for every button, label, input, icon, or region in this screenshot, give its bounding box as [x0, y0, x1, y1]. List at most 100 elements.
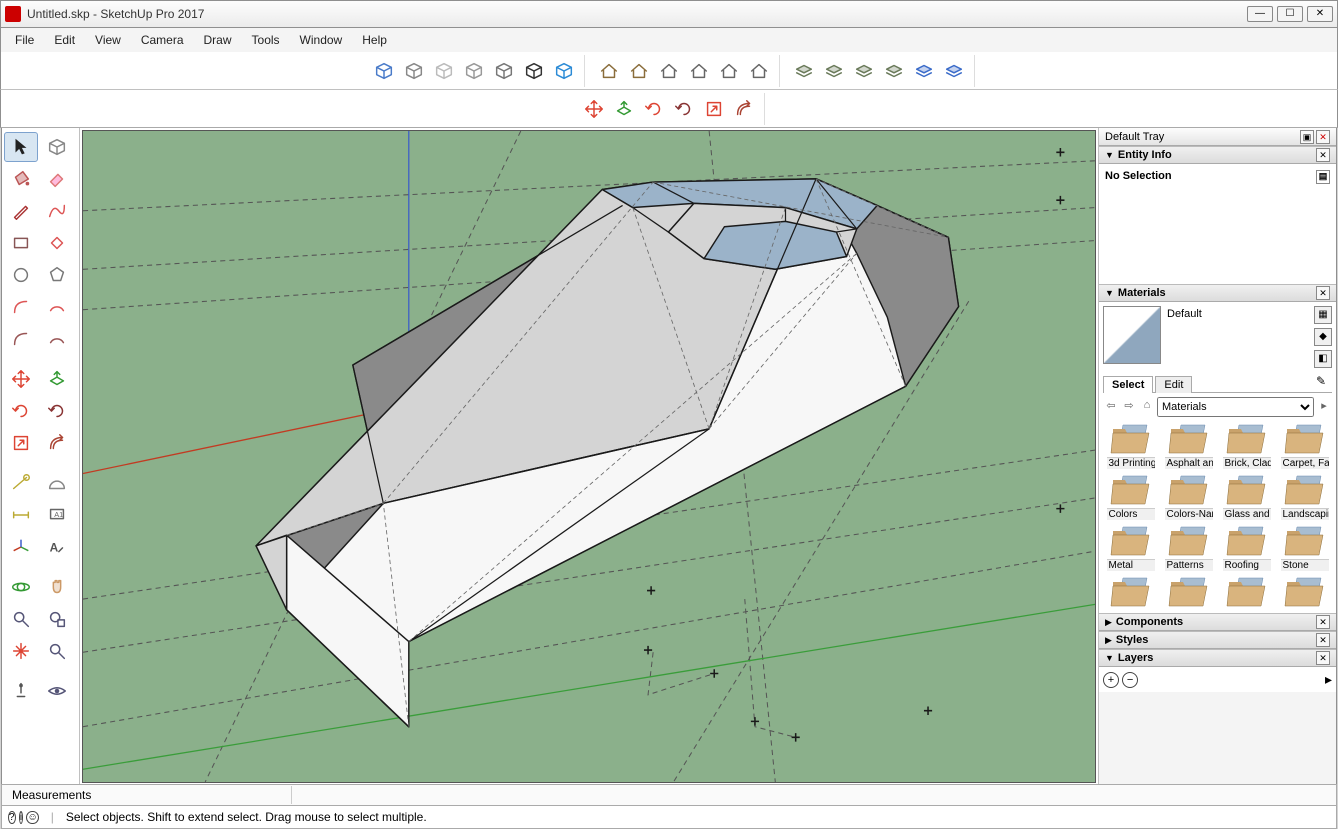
component-tool[interactable]	[40, 132, 74, 162]
eyedropper-icon[interactable]: ✎	[1316, 374, 1332, 390]
layer-2[interactable]	[820, 57, 848, 85]
3pt-arc-tool[interactable]	[4, 324, 38, 354]
material-default-icon[interactable]: ◧	[1314, 350, 1332, 368]
rotate-tool[interactable]	[640, 95, 668, 123]
material-folder[interactable]: Colors	[1103, 472, 1158, 520]
eraser-tool[interactable]	[40, 164, 74, 194]
layer-6[interactable]	[940, 57, 968, 85]
cube-color[interactable]	[550, 57, 578, 85]
material-folder[interactable]: Landscaping	[1277, 472, 1332, 520]
tray-header[interactable]: Default Tray ▣ ✕	[1099, 128, 1336, 146]
material-folder[interactable]: Colors-Named	[1161, 472, 1216, 520]
arc-tool[interactable]	[4, 292, 38, 322]
materials-dropdown[interactable]: Materials	[1157, 397, 1314, 417]
axes-tool[interactable]	[4, 532, 38, 562]
cube-shaded[interactable]	[490, 57, 518, 85]
styles-panel-head[interactable]: ▶Styles ✕	[1099, 631, 1336, 649]
layer-remove-button[interactable]: −	[1122, 672, 1138, 688]
material-folder[interactable]: Water	[1219, 574, 1274, 609]
entity-info-close-icon[interactable]: ✕	[1316, 148, 1330, 162]
top-view[interactable]	[625, 57, 653, 85]
entity-info-panel-head[interactable]: ▼Entity Info ✕	[1099, 146, 1336, 164]
components-close-icon[interactable]: ✕	[1316, 615, 1330, 629]
materials-tab-edit[interactable]: Edit	[1155, 376, 1192, 393]
current-material-swatch[interactable]	[1103, 306, 1161, 364]
freehand-tool[interactable]	[40, 196, 74, 226]
minimize-button[interactable]: —	[1247, 6, 1273, 22]
3dtext-tool[interactable]: A	[40, 532, 74, 562]
status-icon[interactable]: ☺	[26, 811, 38, 824]
zoom-tool[interactable]	[4, 604, 38, 634]
mat-menu-icon[interactable]: ▸	[1316, 399, 1332, 415]
cube-solid[interactable]	[370, 57, 398, 85]
menu-camera[interactable]: Camera	[133, 31, 192, 49]
material-folder[interactable]: Glass and Mirrors	[1219, 472, 1274, 520]
polygon-tool[interactable]	[40, 260, 74, 290]
text-tool[interactable]: A1	[40, 500, 74, 530]
material-folder[interactable]: Brick, Cladding	[1219, 421, 1274, 469]
material-folder[interactable]: Tile	[1161, 574, 1216, 609]
pie-tool[interactable]	[40, 324, 74, 354]
scale-tool-l[interactable]	[4, 428, 38, 458]
zoom-ext-tool[interactable]	[4, 636, 38, 666]
iso-view[interactable]	[595, 57, 623, 85]
zoom-win-tool[interactable]	[40, 604, 74, 634]
orbit-tool[interactable]	[4, 572, 38, 602]
menu-edit[interactable]: Edit	[46, 31, 83, 49]
menu-draw[interactable]: Draw	[196, 31, 240, 49]
entity-info-toggle-icon[interactable]: ▤	[1316, 170, 1330, 184]
menu-window[interactable]: Window	[292, 31, 351, 49]
styles-close-icon[interactable]: ✕	[1316, 633, 1330, 647]
tray-close-icon[interactable]: ✕	[1316, 130, 1330, 144]
front-view[interactable]	[655, 57, 683, 85]
move-tool[interactable]	[580, 95, 608, 123]
mat-back-icon[interactable]: ⇦	[1103, 399, 1119, 415]
material-folder[interactable]: Roofing	[1219, 523, 1274, 571]
material-folder[interactable]: Window	[1277, 574, 1332, 609]
status-icon[interactable]: ?	[8, 811, 16, 824]
material-create-icon[interactable]: ◆	[1314, 328, 1332, 346]
materials-close-icon[interactable]: ✕	[1316, 286, 1330, 300]
maximize-button[interactable]: ☐	[1277, 6, 1303, 22]
select-tool[interactable]	[4, 132, 38, 162]
cube-mono[interactable]	[520, 57, 548, 85]
material-folder[interactable]: Carpet, Fabrics	[1277, 421, 1332, 469]
rotated-rect-tool[interactable]	[40, 228, 74, 258]
material-display-icon[interactable]: ▦	[1314, 306, 1332, 324]
circle-tool[interactable]	[4, 260, 38, 290]
layers-panel-head[interactable]: ▼Layers ✕	[1099, 649, 1336, 667]
2pt-arc-tool[interactable]	[40, 292, 74, 322]
layer-5[interactable]	[910, 57, 938, 85]
tray-pin-icon[interactable]: ▣	[1300, 130, 1314, 144]
back-view[interactable]	[715, 57, 743, 85]
move-tool-l[interactable]	[4, 364, 38, 394]
look-tool[interactable]	[40, 676, 74, 706]
materials-panel-head[interactable]: ▼Materials ✕	[1099, 284, 1336, 302]
side-view[interactable]	[685, 57, 713, 85]
layer-3[interactable]	[850, 57, 878, 85]
mat-fwd-icon[interactable]: ⇨	[1121, 399, 1137, 415]
layer-4[interactable]	[880, 57, 908, 85]
material-folder[interactable]: Stone	[1277, 523, 1332, 571]
menu-view[interactable]: View	[87, 31, 129, 49]
rotate-tool-l[interactable]	[4, 396, 38, 426]
material-folder[interactable]: 3d Printing	[1103, 421, 1158, 469]
layer-add-button[interactable]: +	[1103, 672, 1119, 688]
left-view[interactable]	[745, 57, 773, 85]
material-folder[interactable]: Metal	[1103, 523, 1158, 571]
viewport-3d[interactable]	[82, 130, 1096, 783]
pan-tool[interactable]	[40, 572, 74, 602]
rectangle-tool[interactable]	[4, 228, 38, 258]
paint-tool[interactable]	[4, 164, 38, 194]
components-panel-head[interactable]: ▶Components ✕	[1099, 613, 1336, 631]
cube-hidden[interactable]	[430, 57, 458, 85]
cube-outline[interactable]	[460, 57, 488, 85]
dim-tool[interactable]	[4, 500, 38, 530]
push-tool-l[interactable]	[40, 364, 74, 394]
menu-file[interactable]: File	[7, 31, 42, 49]
materials-tab-select[interactable]: Select	[1103, 376, 1153, 393]
follow-tool[interactable]	[670, 95, 698, 123]
menu-help[interactable]: Help	[354, 31, 395, 49]
layers-close-icon[interactable]: ✕	[1316, 651, 1330, 665]
material-folder[interactable]: Synthetic	[1103, 574, 1158, 609]
